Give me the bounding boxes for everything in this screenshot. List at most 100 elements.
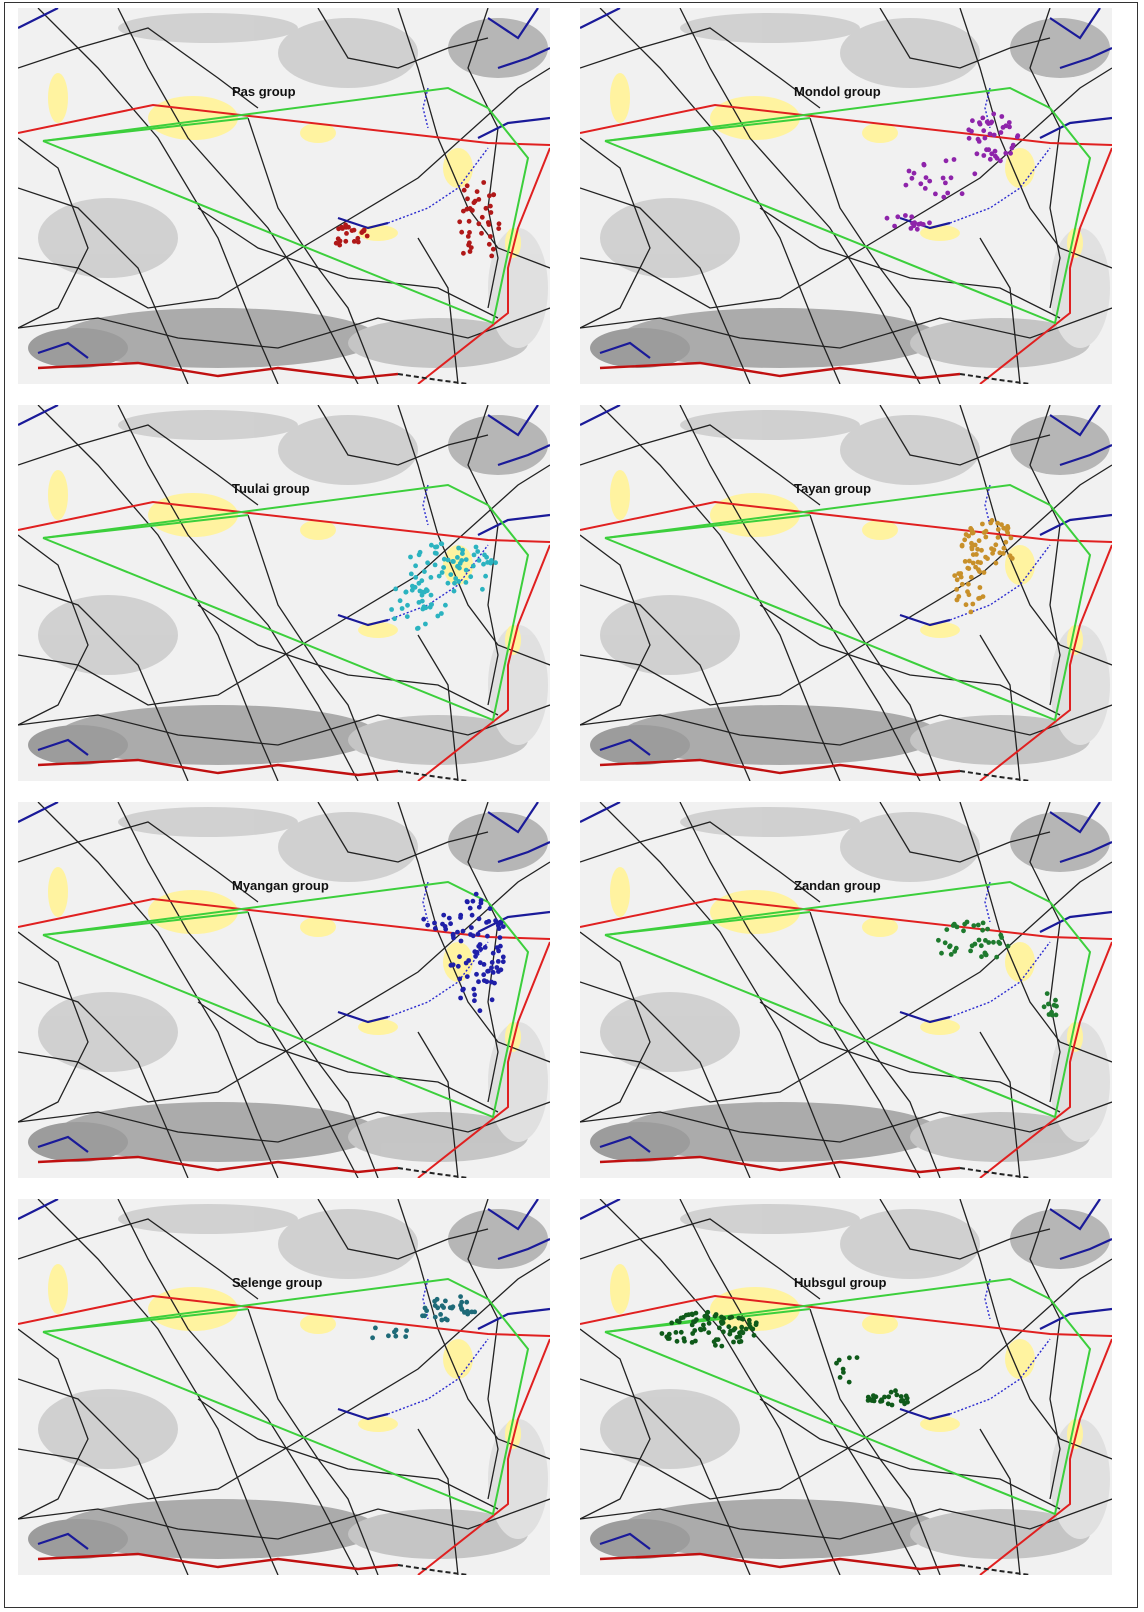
site-dot [441, 913, 446, 918]
site-dot [466, 234, 471, 239]
site-dot [719, 1315, 724, 1320]
site-dot [971, 561, 976, 566]
site-dot [985, 556, 990, 561]
site-dot [442, 557, 447, 562]
site-dot [886, 1401, 891, 1406]
site-dot [972, 171, 977, 176]
site-dot [465, 196, 470, 201]
site-dot [476, 979, 481, 984]
site-dot [433, 545, 438, 550]
base-map [580, 1199, 1112, 1575]
map: Zandan group [580, 802, 1112, 1178]
site-dot [464, 1300, 469, 1305]
site-dot [712, 1339, 717, 1344]
site-dot [983, 938, 988, 943]
site-dot [429, 575, 434, 580]
site-dot [393, 1334, 398, 1339]
site-dot [707, 1321, 712, 1326]
site-dot [451, 1304, 456, 1309]
site-dot [675, 1339, 680, 1344]
map: Pas group [18, 8, 550, 384]
site-dot [909, 214, 914, 219]
site-dot [1045, 991, 1050, 996]
site-dot [1007, 125, 1012, 130]
site-dot [717, 1326, 722, 1331]
site-dot [440, 570, 445, 575]
site-dot [936, 938, 941, 943]
site-dot [943, 181, 948, 186]
site-dot [467, 219, 472, 224]
site-dot [993, 542, 998, 547]
site-dot [392, 1330, 397, 1335]
site-dot [458, 915, 463, 920]
site-dot [486, 919, 491, 924]
site-dot [904, 183, 909, 188]
site-dot [677, 1320, 682, 1325]
site-dot [841, 1367, 846, 1372]
site-dot [692, 1328, 697, 1333]
site-dot [988, 132, 993, 137]
site-dot [960, 191, 965, 196]
site-dot [498, 935, 503, 940]
site-dot [983, 535, 988, 540]
site-dot [933, 192, 938, 197]
site-dot [488, 234, 493, 239]
site-dot [420, 607, 425, 612]
site-dot [464, 557, 469, 562]
site-dot [477, 558, 482, 563]
site-dot [966, 566, 971, 571]
site-dot [969, 575, 974, 580]
site-dot [988, 157, 993, 162]
site-dot [744, 1327, 749, 1332]
site-dot [949, 175, 954, 180]
site-dot [491, 970, 496, 975]
site-dot [941, 195, 946, 200]
site-dot [472, 1310, 477, 1315]
site-dot [487, 193, 492, 198]
site-dot [443, 603, 448, 608]
group-label: Tuulai group [232, 481, 310, 496]
base-map [18, 802, 550, 1178]
site-dot [886, 1394, 891, 1399]
map: Mondol group [580, 8, 1112, 384]
site-dot [458, 1294, 463, 1299]
site-dot [400, 606, 405, 611]
site-dot [459, 558, 464, 563]
site-dot [918, 181, 923, 186]
site-dot [948, 943, 953, 948]
site-dot [969, 528, 974, 533]
site-dot [386, 1333, 391, 1338]
site-dot [975, 151, 980, 156]
site-dot [991, 112, 996, 117]
site-dot [698, 1327, 703, 1332]
map: Hubsgul group [580, 1199, 1112, 1575]
site-dot [460, 551, 465, 556]
site-dot [448, 921, 453, 926]
site-dot [980, 522, 985, 527]
site-dot [365, 234, 370, 239]
site-dot [977, 538, 982, 543]
site-dot [415, 626, 420, 631]
group-label: Pas group [232, 84, 296, 99]
site-dot [433, 1315, 438, 1320]
site-dot [477, 916, 482, 921]
site-dot [1005, 524, 1010, 529]
site-dot [499, 967, 504, 972]
site-dot [923, 186, 928, 191]
site-dot [404, 1328, 409, 1333]
site-dot [469, 925, 474, 930]
site-dot [474, 545, 479, 550]
site-dot [474, 972, 479, 977]
site-dot [462, 188, 467, 193]
site-dot [457, 219, 462, 224]
site-dot [976, 923, 981, 928]
site-dot [482, 962, 487, 967]
site-dot [975, 547, 980, 552]
site-dot [737, 1339, 742, 1344]
map-panel: Selenge group [18, 1199, 550, 1575]
site-dot [694, 1317, 699, 1322]
site-dot [705, 1310, 710, 1315]
site-dot [421, 917, 426, 922]
site-dot [951, 923, 956, 928]
site-dot [679, 1330, 684, 1335]
